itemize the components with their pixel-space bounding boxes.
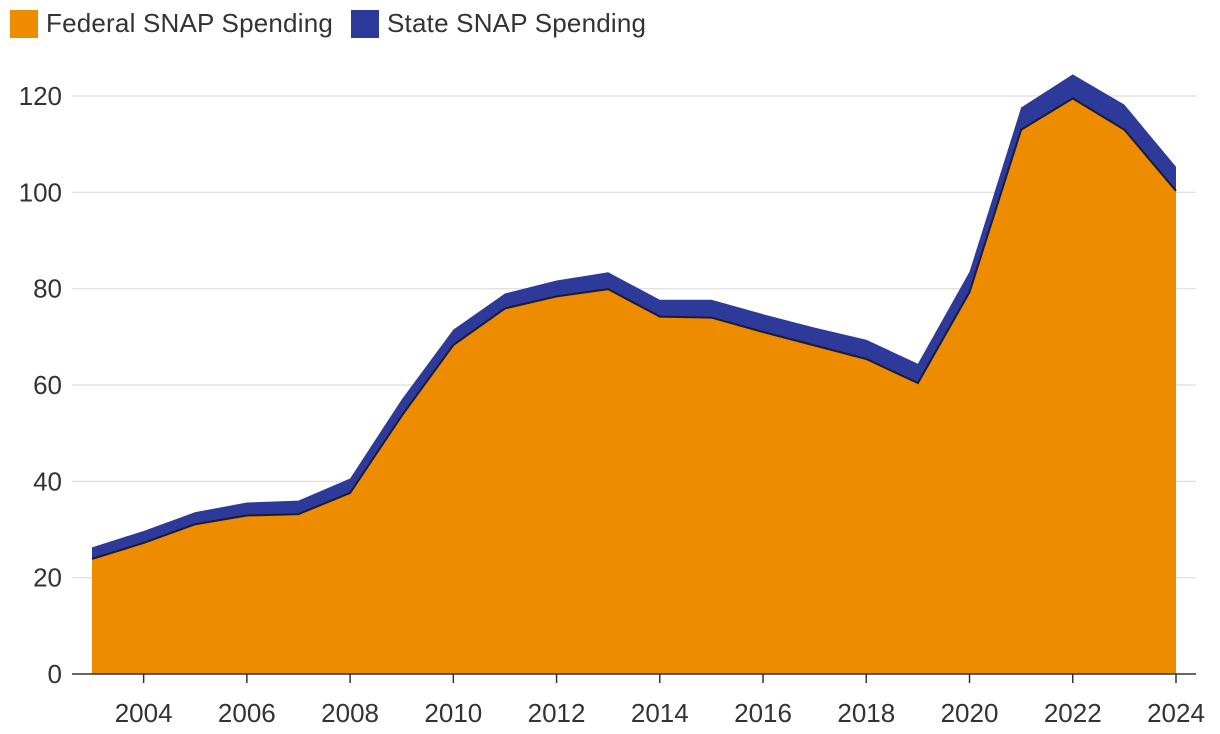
y-tick-label-80: 80 [33, 274, 62, 304]
legend-label-federal: Federal SNAP Spending [46, 8, 334, 38]
legend-label-state: State SNAP Spending [387, 8, 647, 38]
x-tick-label-2012: 2012 [528, 698, 586, 728]
x-tick-label-2024: 2024 [1147, 698, 1205, 728]
x-tick-label-2014: 2014 [631, 698, 689, 728]
legend: Federal SNAP Spending State SNAP Spendin… [10, 8, 646, 39]
line-federal-top [91, 97, 1177, 560]
y-tick-label-100: 100 [19, 177, 62, 207]
x-tick-label-2018: 2018 [837, 698, 895, 728]
y-tick-label-60: 60 [33, 370, 62, 400]
x-tick-label-2004: 2004 [115, 698, 173, 728]
x-tick-label-2006: 2006 [218, 698, 276, 728]
legend-swatch-state [351, 9, 380, 38]
x-tick-label-2010: 2010 [424, 698, 482, 728]
y-tick-label-40: 40 [33, 466, 62, 496]
legend-item-state: State SNAP Spending [351, 8, 646, 39]
y-tick-label-0: 0 [48, 659, 62, 689]
x-tick-label-2016: 2016 [734, 698, 792, 728]
x-tick-label-2008: 2008 [321, 698, 379, 728]
legend-item-federal: Federal SNAP Spending [10, 8, 333, 39]
x-tick-label-2020: 2020 [941, 698, 999, 728]
legend-swatch-federal [10, 9, 38, 38]
y-tick-label-20: 20 [33, 563, 62, 593]
area-federal-snap-spending [92, 98, 1176, 675]
y-tick-label-120: 120 [19, 81, 62, 111]
x-tick-label-2022: 2022 [1044, 698, 1102, 728]
